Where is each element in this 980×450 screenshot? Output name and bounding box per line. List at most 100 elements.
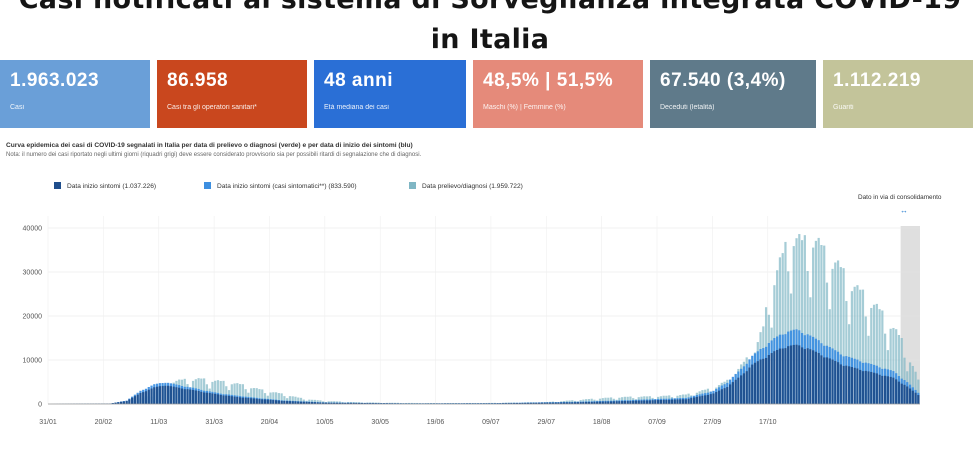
bar [363, 403, 366, 404]
bar [263, 399, 267, 404]
legend-swatch [204, 182, 211, 189]
bar [859, 289, 862, 404]
bar [521, 402, 524, 404]
bar [197, 390, 200, 404]
bar [200, 391, 203, 404]
bar [643, 400, 646, 404]
legend-label: Data inizio sintomi (casi sintomatici**)… [217, 183, 357, 190]
bar [346, 402, 350, 404]
bar [518, 402, 521, 404]
legend-item[interactable]: Data prelievo/diagnosi (1.959.722) [409, 182, 523, 190]
bar [870, 307, 873, 404]
bar [158, 386, 161, 404]
bar [767, 355, 770, 404]
bar [352, 402, 355, 404]
bar [648, 400, 651, 404]
bar [673, 399, 676, 404]
bar [507, 403, 510, 404]
bar [114, 402, 117, 404]
bar [239, 397, 242, 404]
x-tick-label: 20/04 [261, 419, 279, 426]
bar [872, 304, 876, 404]
bar [892, 377, 895, 404]
bar [233, 396, 236, 404]
bar [861, 371, 865, 404]
kpi-label: Età mediana dei casi [324, 104, 389, 111]
bar [789, 345, 793, 404]
kpi-cards: 1.963.023 Casi 86.958 Casi tra gli opera… [0, 60, 980, 130]
bar [903, 384, 906, 404]
bar [897, 381, 901, 404]
bar [900, 383, 903, 404]
bar [263, 393, 267, 404]
bar [884, 375, 887, 404]
bar [540, 402, 543, 404]
bar [704, 395, 707, 404]
bar [687, 398, 690, 404]
bar [277, 393, 280, 404]
bar [186, 389, 189, 404]
bar [834, 262, 837, 404]
bar [709, 394, 712, 404]
bar [836, 362, 840, 404]
kpi-card-sex-ratio: 48,5% | 51,5% Maschi (%) | Femmine (%) [473, 60, 643, 128]
bar [806, 348, 809, 404]
bar [781, 348, 784, 404]
bar [294, 401, 297, 404]
bar [609, 397, 613, 404]
bar [585, 401, 588, 404]
bar [216, 380, 220, 404]
y-tick-label: 20000 [23, 314, 43, 321]
bar [842, 268, 845, 404]
bar [122, 401, 125, 404]
bar [322, 402, 325, 404]
bar [803, 235, 806, 404]
bar [297, 397, 300, 404]
bar [737, 377, 740, 404]
bar [499, 403, 502, 404]
bar [167, 385, 170, 404]
legend-item[interactable]: Data inizio sintomi (1.037.226) [54, 182, 156, 190]
bar [792, 246, 795, 404]
bar [823, 245, 826, 404]
bar [598, 401, 602, 404]
bar [764, 357, 768, 404]
bar [728, 384, 732, 404]
bar [562, 402, 566, 404]
bar [601, 401, 604, 404]
bar [319, 400, 322, 404]
bar [753, 362, 757, 404]
bar [734, 379, 737, 404]
bar [867, 371, 870, 404]
bar [297, 401, 300, 404]
bar [914, 392, 917, 404]
bar [668, 399, 671, 404]
bar [864, 370, 867, 404]
bar [609, 401, 613, 404]
kpi-card-deaths: 67.540 (3,4%) Deceduti (letalità) [650, 60, 816, 128]
bar [698, 396, 701, 404]
bar [286, 401, 289, 404]
bar [856, 285, 859, 404]
bar [269, 399, 272, 404]
bar [275, 392, 278, 404]
bar [172, 386, 175, 404]
bar [886, 376, 889, 404]
series-2 [50, 344, 920, 404]
x-tick-label: 07/09 [648, 419, 666, 426]
bar [360, 403, 364, 404]
legend-label: Data prelievo/diagnosi (1.959.722) [422, 183, 523, 190]
bar [690, 398, 693, 404]
legend-item[interactable]: Data inizio sintomi (casi sintomatici**)… [204, 182, 357, 190]
bar [219, 380, 222, 404]
bar [895, 379, 898, 404]
bar [136, 394, 139, 404]
bar [582, 402, 585, 404]
bar [576, 402, 579, 404]
bar [820, 245, 823, 404]
bar [266, 399, 269, 404]
bar [836, 260, 840, 404]
bar [371, 403, 375, 404]
bar [291, 396, 294, 404]
chart-title-line2: in Italia [430, 24, 550, 55]
